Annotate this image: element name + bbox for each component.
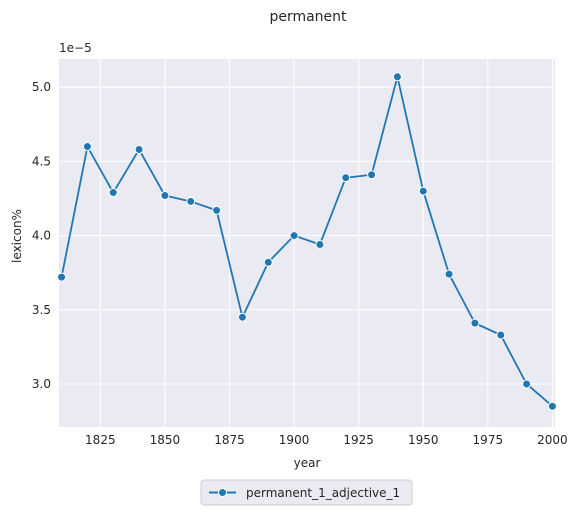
data-point [134,145,144,155]
legend-frame [200,479,413,506]
series-line [60,75,554,407]
data-point [418,186,428,196]
data-point [444,269,454,279]
chart-title: permanent [269,9,347,25]
data-point [470,318,480,328]
data-point [496,330,506,340]
data-point [237,312,247,322]
y-axis-title: lexicon% [10,209,24,263]
data-point [160,191,170,201]
x-tick-label: 1825 [85,433,116,447]
x-tick-label: 1950 [408,433,439,447]
y-tick-label: 3.5 [32,303,51,317]
data-point [57,272,67,282]
data-point [367,170,377,180]
data-point [82,142,92,152]
data-point [263,257,273,267]
grid-lines [59,59,555,427]
y-tick-label: 5.0 [32,80,51,94]
data-point [547,401,557,411]
x-tick-label: 2000 [537,433,568,447]
data-point [212,205,222,215]
data-point [341,173,351,183]
x-tick-label: 1925 [343,433,374,447]
series-layer [57,72,557,411]
x-tick-label: 1900 [279,433,310,447]
y-axis: 3.0 3.5 4.0 4.5 5.0 [32,80,51,391]
y-tick-label: 4.0 [32,229,51,243]
x-tick-label: 1850 [150,433,181,447]
x-axis: 1825 1850 1875 1900 1925 1950 1975 2000 [85,433,568,447]
y-offset-text: 1e−5 [59,41,92,55]
data-point [186,196,196,206]
data-point [289,231,299,241]
x-tick-label: 1875 [214,433,245,447]
x-tick-label: 1975 [473,433,504,447]
data-point [522,379,532,389]
y-tick-label: 3.0 [32,377,51,391]
legend-marker-swatch [218,488,227,497]
x-axis-title: year [294,456,321,470]
data-point [392,72,402,82]
plot-area [59,59,555,427]
y-tick-label: 4.5 [32,154,51,168]
data-point [108,188,118,198]
legend: permanent_1_adjective_1 [200,479,413,506]
legend-label: permanent_1_adjective_1 [246,486,400,500]
data-point [315,239,325,249]
